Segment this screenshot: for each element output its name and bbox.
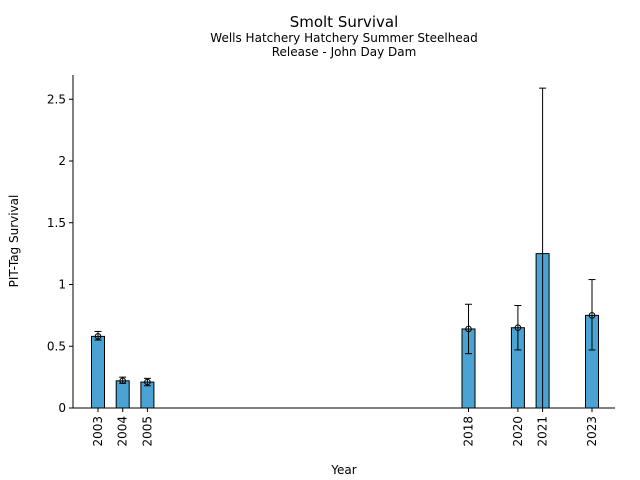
y-axis-label: PIT-Tag Survival [7, 195, 21, 288]
point-marker-2020 [514, 324, 522, 332]
y-tick-label: 2 [58, 154, 66, 168]
x-tick-label: 2003 [91, 416, 105, 447]
chart-subtitle-line-1: Wells Hatchery Hatchery Summer Steelhead [210, 31, 478, 45]
chart-title: Smolt Survival [289, 13, 399, 31]
point-marker-2003 [94, 333, 102, 340]
y-tick-label: 1 [58, 278, 66, 292]
point-marker-2005 [144, 378, 151, 386]
y-tick-label: 2.5 [47, 92, 66, 106]
x-tick-label: 2020 [511, 416, 525, 447]
x-tick-label: 2018 [462, 416, 476, 447]
y-axis: 0 0.5 1 1.5 2 2.5 [47, 75, 74, 415]
x-tick-label: 2005 [140, 416, 154, 447]
y-tick-label: 1.5 [47, 216, 66, 230]
chart-subtitle-line-2: Release - John Day Dam [271, 45, 417, 59]
x-tick-label: 2023 [585, 416, 599, 447]
y-tick-label: 0.5 [47, 339, 66, 353]
point-marker-2018 [465, 325, 472, 333]
y-tick-label: 0 [58, 401, 66, 415]
error-bars [94, 87, 596, 409]
point-marker-2023 [588, 312, 596, 319]
bar-2004 [115, 380, 130, 409]
point-marker-2004 [119, 377, 126, 385]
x-tick-label: 2021 [536, 416, 550, 447]
x-axis-label: Year [330, 463, 356, 477]
x-axis: 2003 2004 2005 2018 2020 2021 2023 [73, 407, 615, 447]
bar-series [91, 253, 599, 409]
x-tick-label: 2004 [116, 416, 130, 447]
bar-2003 [91, 335, 105, 409]
